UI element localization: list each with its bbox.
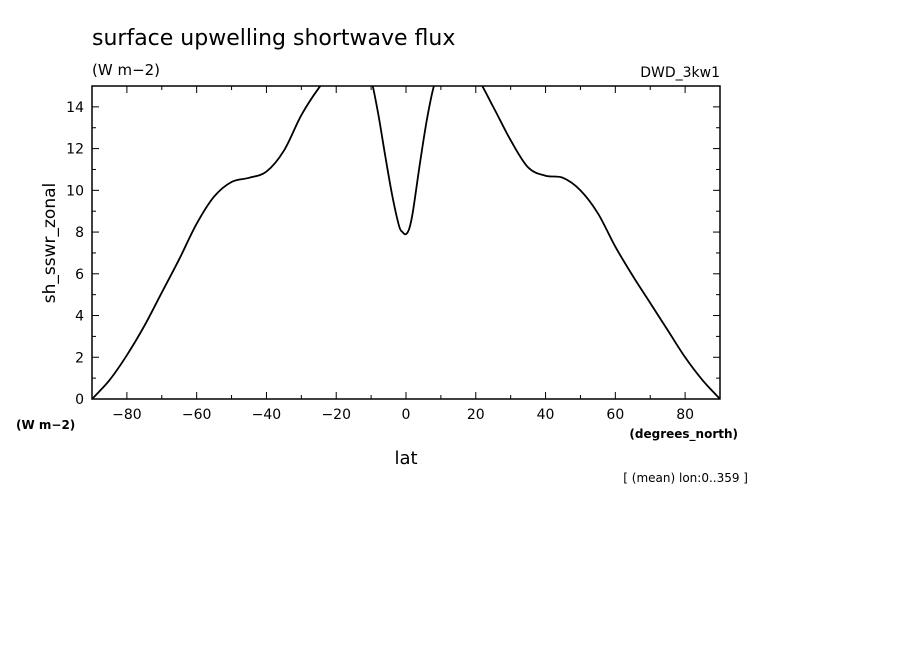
x-tick-label: −80	[112, 407, 142, 423]
y-tick-label: 10	[66, 183, 84, 199]
x-tick-label: 20	[467, 407, 485, 423]
footnote: [ (mean) lon:0..359 ]	[623, 471, 748, 485]
y-axis-units: (W m−2)	[16, 418, 75, 432]
y-tick-label: 0	[75, 392, 84, 408]
x-tick-label: 0	[402, 407, 411, 423]
x-tick-label: −20	[321, 407, 351, 423]
axis-ticks	[91, 85, 721, 400]
chart-title: surface upwelling shortwave flux	[92, 26, 455, 51]
chart-units-label: (W m−2)	[92, 61, 160, 79]
y-tick-label: 4	[75, 309, 84, 325]
x-axis-units: (degrees_north)	[629, 427, 738, 442]
series-line	[92, 86, 720, 399]
y-tick-label: 6	[75, 267, 84, 283]
y-tick-label: 12	[66, 142, 84, 158]
x-tick-label: −60	[182, 407, 212, 423]
x-tick-label: 60	[606, 407, 624, 423]
y-tick-labels: 0 2 4 6 8 10 12 14	[66, 100, 84, 408]
dataset-label: DWD_3kw1	[640, 65, 720, 81]
x-tick-label: 80	[676, 407, 694, 423]
y-tick-label: 8	[75, 225, 84, 241]
x-tick-label: −40	[252, 407, 282, 423]
x-axis-label: lat	[394, 448, 417, 469]
plot-frame	[91, 85, 721, 400]
y-axis-label: sh_sswr_zonal	[40, 183, 60, 303]
y-tick-label: 14	[66, 100, 84, 116]
y-tick-label: 2	[75, 350, 84, 366]
x-tick-label: 40	[537, 407, 555, 423]
x-tick-labels: −80 −60 −40 −20 0 20 40 60 80	[112, 407, 694, 423]
